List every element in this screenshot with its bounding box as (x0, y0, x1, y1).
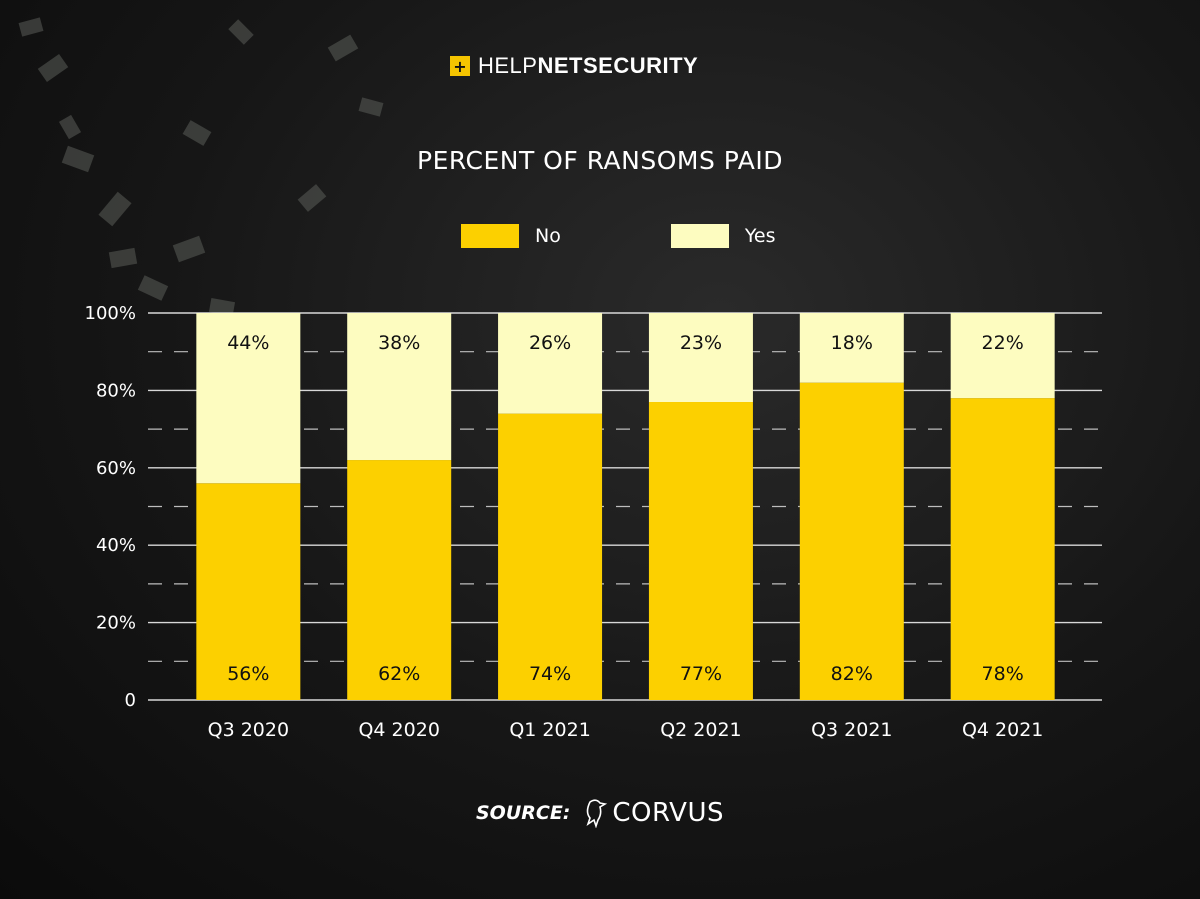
x-category-label: Q2 2021 (660, 719, 741, 741)
source-label: SOURCE: (475, 802, 571, 824)
legend-swatch-yes (670, 224, 729, 248)
data-label-no: 82% (831, 663, 873, 685)
data-label-yes: 18% (831, 332, 873, 354)
x-category-label: Q3 2021 (811, 719, 892, 741)
data-label-no: 77% (680, 663, 722, 685)
x-category-label: Q4 2021 (962, 719, 1043, 741)
y-tick-label: 40% (96, 535, 136, 556)
bar-yes-segment (799, 313, 904, 383)
data-label-no: 74% (529, 663, 571, 685)
money-decoration (18, 17, 384, 316)
bar-yes-segment (498, 313, 603, 414)
data-label-yes: 26% (529, 332, 571, 354)
x-category-label: Q3 2020 (208, 719, 289, 741)
y-tick-label: 100% (85, 303, 136, 324)
corvus-text: CORVUS (612, 798, 724, 828)
bar-yes-segment (950, 313, 1055, 399)
data-label-yes: 44% (227, 332, 269, 354)
plus-icon: + (450, 56, 470, 76)
bar-no-segment (347, 460, 452, 700)
bar-no-segment (498, 413, 603, 700)
source-footer: SOURCE: CORVUS (0, 798, 1200, 828)
legend-item-yes: Yes (670, 224, 776, 248)
bar-no-segment (196, 483, 301, 700)
y-tick-label: 80% (96, 380, 136, 401)
chart-legend: No Yes (461, 224, 886, 248)
bar-no-segment (950, 398, 1055, 700)
chart-title: PERCENT OF RANSOMS PAID (417, 146, 783, 175)
bar-yes-segment (648, 313, 753, 403)
x-category-label: Q4 2020 (358, 719, 439, 741)
logo-text: HELPNETSECURITY (478, 53, 698, 79)
data-label-no: 78% (982, 663, 1024, 685)
legend-item-no: No (461, 224, 561, 248)
legend-label-yes: Yes (744, 225, 776, 247)
bar-yes-segment (196, 313, 301, 484)
bar-yes-segment (347, 313, 452, 461)
y-tick-label: 20% (96, 613, 136, 634)
data-label-no: 56% (227, 663, 269, 685)
corvus-logo: CORVUS (582, 798, 724, 828)
legend-label-no: No (535, 225, 561, 247)
raven-icon (586, 799, 608, 828)
y-tick-label: 0 (125, 690, 136, 711)
helpnetsecurity-logo: + HELPNETSECURITY (450, 52, 698, 80)
bar-no-segment (799, 382, 904, 700)
data-label-no: 62% (378, 663, 420, 685)
data-label-yes: 23% (680, 332, 722, 354)
x-category-label: Q1 2021 (509, 719, 590, 741)
y-tick-label: 60% (96, 458, 136, 479)
logo-text-light: HELP (478, 53, 538, 78)
data-label-yes: 22% (982, 332, 1024, 354)
logo-text-bold: NETSECURITY (537, 53, 699, 78)
legend-swatch-no (461, 224, 519, 248)
bar-no-segment (648, 402, 753, 700)
data-label-yes: 38% (378, 332, 420, 354)
